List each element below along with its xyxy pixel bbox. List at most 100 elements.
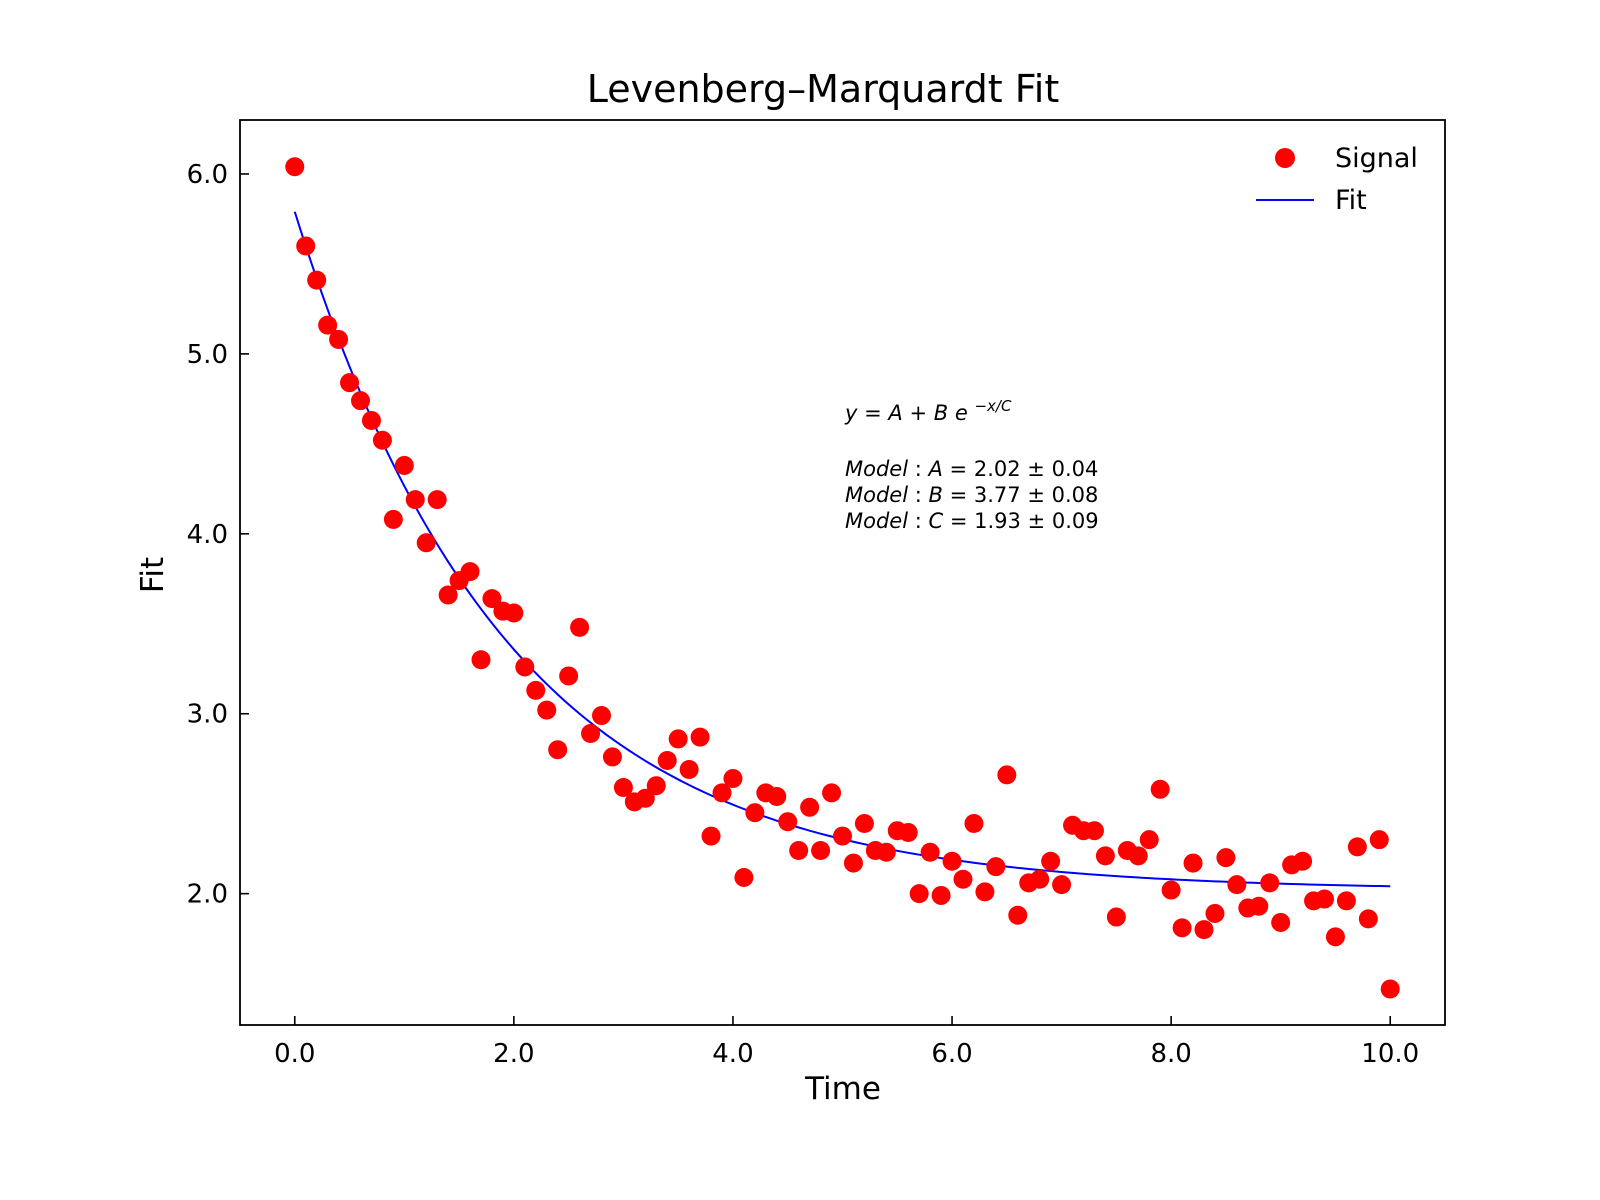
signal-point (822, 783, 842, 803)
signal-point (964, 813, 984, 833)
signal-point (1150, 779, 1170, 799)
signal-point (438, 585, 458, 605)
signal-point (1271, 912, 1291, 932)
signal-point (942, 851, 962, 871)
y-tick-label: 5.0 (187, 340, 228, 370)
signal-point (581, 724, 601, 744)
signal-point (734, 867, 754, 887)
signal-point (898, 822, 918, 842)
signal-point (657, 751, 677, 771)
signal-point (690, 727, 710, 747)
signal-point (570, 617, 590, 637)
signal-point (811, 840, 831, 860)
signal-point (745, 803, 765, 823)
signal-point (1128, 846, 1148, 866)
signal-point (800, 797, 820, 817)
legend: Signal Fit (1256, 143, 1418, 216)
eq-a: A (886, 401, 902, 425)
signal-point (1161, 880, 1181, 900)
fit-line-group (293, 211, 1391, 888)
signal-point (351, 391, 370, 411)
signal-point (876, 842, 896, 862)
signal-point (285, 157, 305, 177)
plot-area-frame (239, 119, 1446, 1026)
signal-point (1194, 920, 1214, 940)
signal-point (712, 783, 732, 803)
param-line-b: Model : B = 3.77 ± 0.08 (845, 483, 1098, 507)
x-tick-label: 4.0 (712, 1039, 753, 1069)
signal-point (592, 706, 611, 726)
signal-point (537, 700, 557, 720)
signal-point (1183, 853, 1203, 873)
eq-exponent: −x/C (974, 397, 1011, 415)
signal-point (515, 657, 535, 677)
signal-point (854, 813, 874, 833)
signal-point (1325, 927, 1345, 947)
param-line-c: Model : C = 1.93 ± 0.09 (845, 509, 1099, 533)
params-annotation: Model : A = 2.02 ± 0.04 Model : B = 3.77… (845, 457, 1099, 533)
signal-point (361, 410, 381, 430)
chart-title: Levenberg–Marquardt Fit (587, 67, 1060, 111)
signal-point (405, 490, 425, 510)
signal-points (285, 157, 1400, 999)
eq-lhs: y (844, 401, 858, 425)
signal-point (526, 680, 546, 700)
signal-point (1216, 848, 1236, 868)
signal-point (953, 869, 973, 889)
signal-point (1030, 869, 1050, 889)
eq-b: B (934, 401, 948, 425)
x-tick-label: 10.0 (1361, 1039, 1419, 1069)
signal-point (1293, 851, 1313, 871)
signal-point (767, 787, 787, 806)
legend-fit-label: Fit (1335, 185, 1367, 216)
axis-ticks: 0.0 2.0 4.0 6.0 8.0 10.0 2.0 3.0 4.0 5.0 6.0 (187, 160, 1420, 1069)
signal-point (1052, 875, 1072, 895)
signal-point (723, 769, 743, 789)
signal-point (1172, 918, 1192, 938)
signal-point (394, 455, 414, 475)
signal-point (789, 840, 809, 860)
signal-point (1205, 903, 1225, 923)
signal-point (1249, 896, 1269, 916)
signal-point (833, 826, 852, 846)
x-tick-label: 6.0 (931, 1039, 972, 1069)
signal-point (668, 729, 688, 749)
signal-point (1260, 873, 1280, 893)
signal-point (1347, 837, 1367, 857)
signal-point (307, 270, 327, 290)
svg-text:y = A +: y = A + B e −x/C (844, 397, 1012, 425)
signal-point (296, 236, 316, 256)
signal-point (460, 562, 480, 582)
signal-point (1315, 889, 1334, 909)
signal-point (635, 788, 655, 808)
x-tick-label: 8.0 (1150, 1039, 1191, 1069)
signal-point (1106, 907, 1126, 927)
y-axis-label: Fit (135, 557, 171, 593)
signal-point (471, 650, 491, 670)
signal-point (1227, 875, 1247, 895)
signal-point (997, 765, 1017, 785)
signal-point (1084, 821, 1104, 841)
signal-point (701, 826, 721, 846)
signal-point (613, 778, 633, 797)
signal-point (909, 884, 929, 904)
y-tick-label: 4.0 (187, 520, 228, 550)
signal-point (504, 603, 524, 623)
signal-point (427, 490, 447, 510)
signal-point (1041, 851, 1061, 871)
signal-point (318, 315, 338, 335)
signal-point (1380, 979, 1400, 999)
signal-point (975, 882, 995, 902)
eq-e: e (955, 401, 968, 425)
signal-point (843, 853, 863, 873)
signal-point (1358, 909, 1378, 929)
signal-point (920, 842, 940, 862)
legend-signal-marker (1275, 148, 1295, 168)
param-line-a: Model : A = 2.02 ± 0.04 (845, 457, 1098, 481)
signal-point (1369, 830, 1389, 850)
signal-point (559, 666, 579, 686)
signal-point (1139, 830, 1159, 850)
signal-point (602, 747, 622, 767)
x-axis-label: Time (804, 1071, 881, 1107)
